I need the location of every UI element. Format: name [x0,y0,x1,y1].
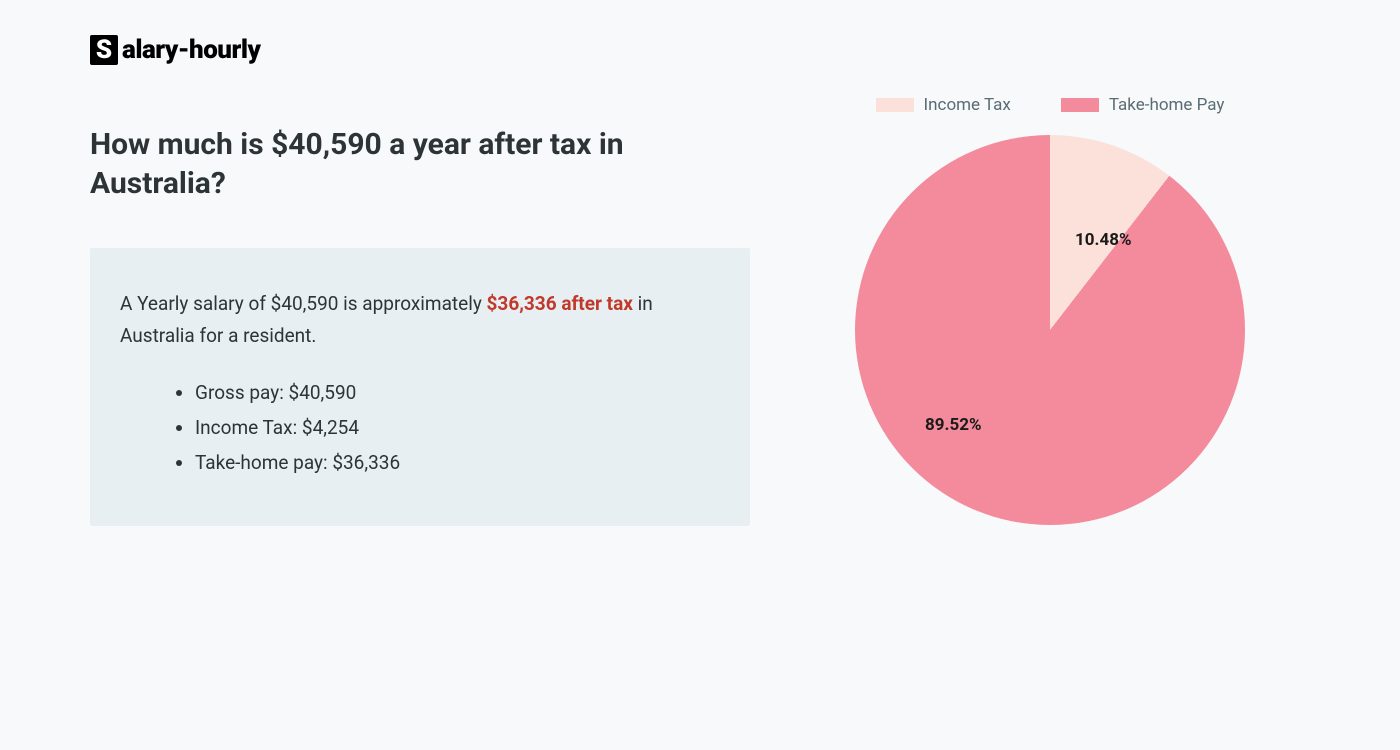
bullet-list: Gross pay: $40,590 Income Tax: $4,254 Ta… [120,381,720,474]
legend-item-take-home: Take-home Pay [1061,95,1225,115]
summary-highlight: $36,336 after tax [487,292,633,315]
logo-text: alary-hourly [122,35,260,65]
summary-text: A Yearly salary of $40,590 is approximat… [120,288,720,353]
legend-label: Income Tax [924,95,1011,115]
legend-swatch [876,98,914,112]
logo: S alary-hourly [90,35,1310,65]
legend-label: Take-home Pay [1109,95,1225,115]
chart-column: Income Tax Take-home Pay 10.48% 89.52% [830,125,1270,526]
pie-label-income-tax: 10.48% [1075,230,1132,250]
left-column: How much is $40,590 a year after tax in … [90,125,750,526]
pie-chart: 10.48% 89.52% [855,135,1245,525]
bullet-item: Gross pay: $40,590 [195,381,720,404]
summary-box: A Yearly salary of $40,590 is approximat… [90,248,750,526]
pie-label-take-home: 89.52% [925,415,982,435]
pie-circle [855,135,1245,525]
page-title: How much is $40,590 a year after tax in … [90,125,750,203]
main-content: How much is $40,590 a year after tax in … [90,125,1310,526]
chart-legend: Income Tax Take-home Pay [876,95,1225,115]
legend-item-income-tax: Income Tax [876,95,1011,115]
legend-swatch [1061,98,1099,112]
summary-prefix: A Yearly salary of $40,590 is approximat… [120,292,487,315]
bullet-item: Income Tax: $4,254 [195,416,720,439]
logo-badge: S [90,35,118,65]
bullet-item: Take-home pay: $36,336 [195,451,720,474]
